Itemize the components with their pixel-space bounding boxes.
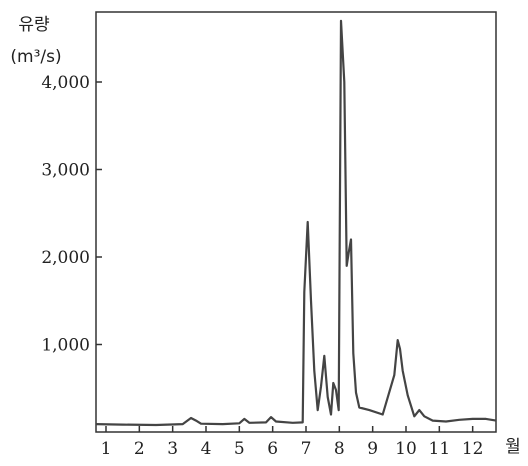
y-tick-label: 4,000 (41, 73, 90, 93)
x-tick-label: 1 (101, 439, 112, 459)
x-tick-label: 9 (367, 439, 378, 459)
y-tick-label: 1,000 (41, 336, 90, 356)
x-axis-ticks: 1 2 3 4 5 6 7 8 9 10 11 12 (101, 426, 484, 459)
plot-area (95, 11, 497, 433)
y-axis-ticks: 1,000 2,000 3,000 4,000 (41, 73, 102, 356)
y-axis-title-line1: 유량 (18, 15, 50, 35)
x-tick-label: 12 (462, 439, 484, 459)
x-axis-title: 월 (505, 437, 521, 457)
x-tick-label: 8 (334, 439, 345, 459)
x-tick-label: 6 (267, 439, 278, 459)
x-tick-label: 4 (201, 439, 212, 459)
x-tick-label: 2 (134, 439, 145, 459)
x-tick-label: 3 (167, 439, 178, 459)
x-tick-label: 10 (395, 439, 417, 459)
y-tick-label: 2,000 (41, 248, 90, 268)
y-axis-title-line2: (m³/s) (10, 47, 61, 67)
x-tick-label: 7 (301, 439, 312, 459)
x-tick-label: 11 (429, 439, 451, 459)
y-tick-label: 3,000 (41, 161, 90, 181)
x-tick-label: 5 (234, 439, 245, 459)
flow-series-line (95, 19, 497, 427)
